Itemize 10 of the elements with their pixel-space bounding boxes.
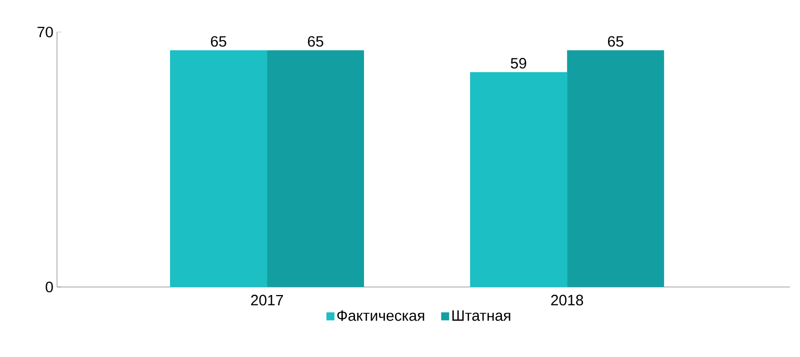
data-label: 65 xyxy=(308,36,324,47)
y-tick-label: 70 xyxy=(38,26,53,38)
data-label: 65 xyxy=(210,36,226,47)
y-tick-label: 0 xyxy=(46,282,53,292)
legend-label: Штатная xyxy=(452,310,510,321)
data-label: 65 xyxy=(608,36,624,47)
data-label: 59 xyxy=(510,58,526,69)
x-tick-label: 2017 xyxy=(251,294,283,306)
x-tick-label: 2018 xyxy=(551,294,584,306)
legend-label: Фактическая xyxy=(337,310,424,321)
